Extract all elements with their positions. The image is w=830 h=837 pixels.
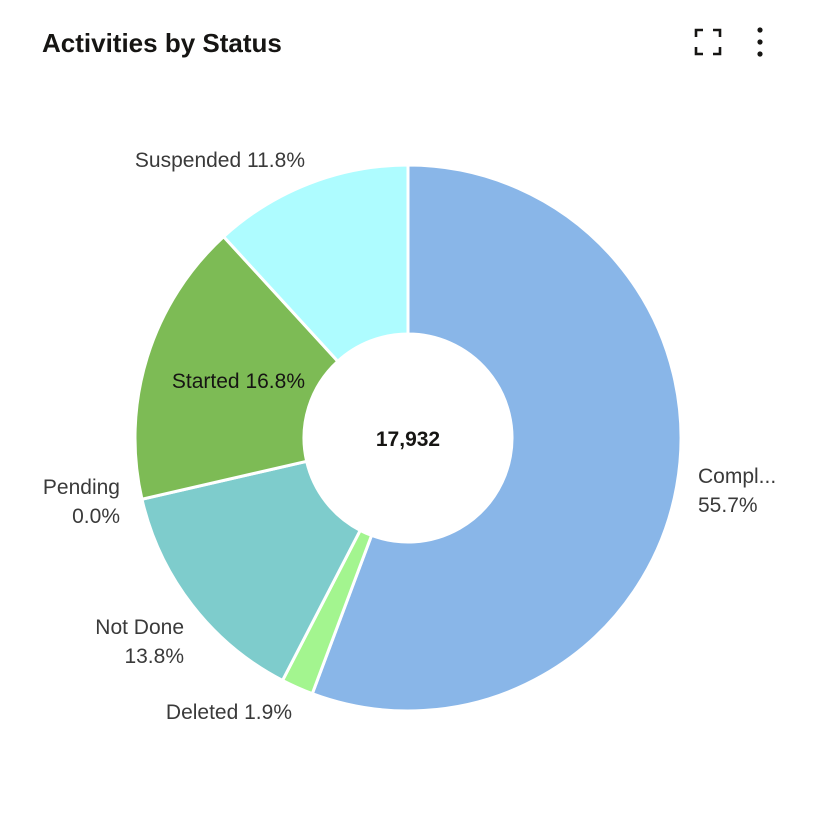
fullscreen-button[interactable] [690,24,726,60]
slice-percent-completed: 55.7% [698,494,758,517]
slice-suspended[interactable] [221,163,410,364]
slice-percent-not-done: 13.8% [124,645,184,668]
slice-not-done[interactable] [140,459,363,683]
center-total-label: 17,932 [376,428,440,451]
fullscreen-icon [694,28,722,56]
more-vertical-icon [757,27,763,57]
chart-title: Activities by Status [42,28,282,58]
slice-percent-pending: 0.0% [72,505,120,528]
slice-label-pending: Pending [43,476,120,499]
slice-label-completed: Compl... [698,465,776,488]
labels-layer: Compl... 55.7% Deleted 1.9% Not Done 13.8% Pe… [43,149,776,724]
slices-layer [133,163,683,713]
slice-started[interactable] [133,234,340,502]
more-options-button[interactable] [742,24,778,60]
slice-completed[interactable] [310,163,683,713]
slice-label-deleted: Deleted 1.9% [166,701,292,724]
slice-label-not-done: Not Done [95,616,184,639]
slice-label-suspended: Suspended 11.8% [135,149,305,172]
slice-label-started: Started 16.8% [172,370,305,393]
